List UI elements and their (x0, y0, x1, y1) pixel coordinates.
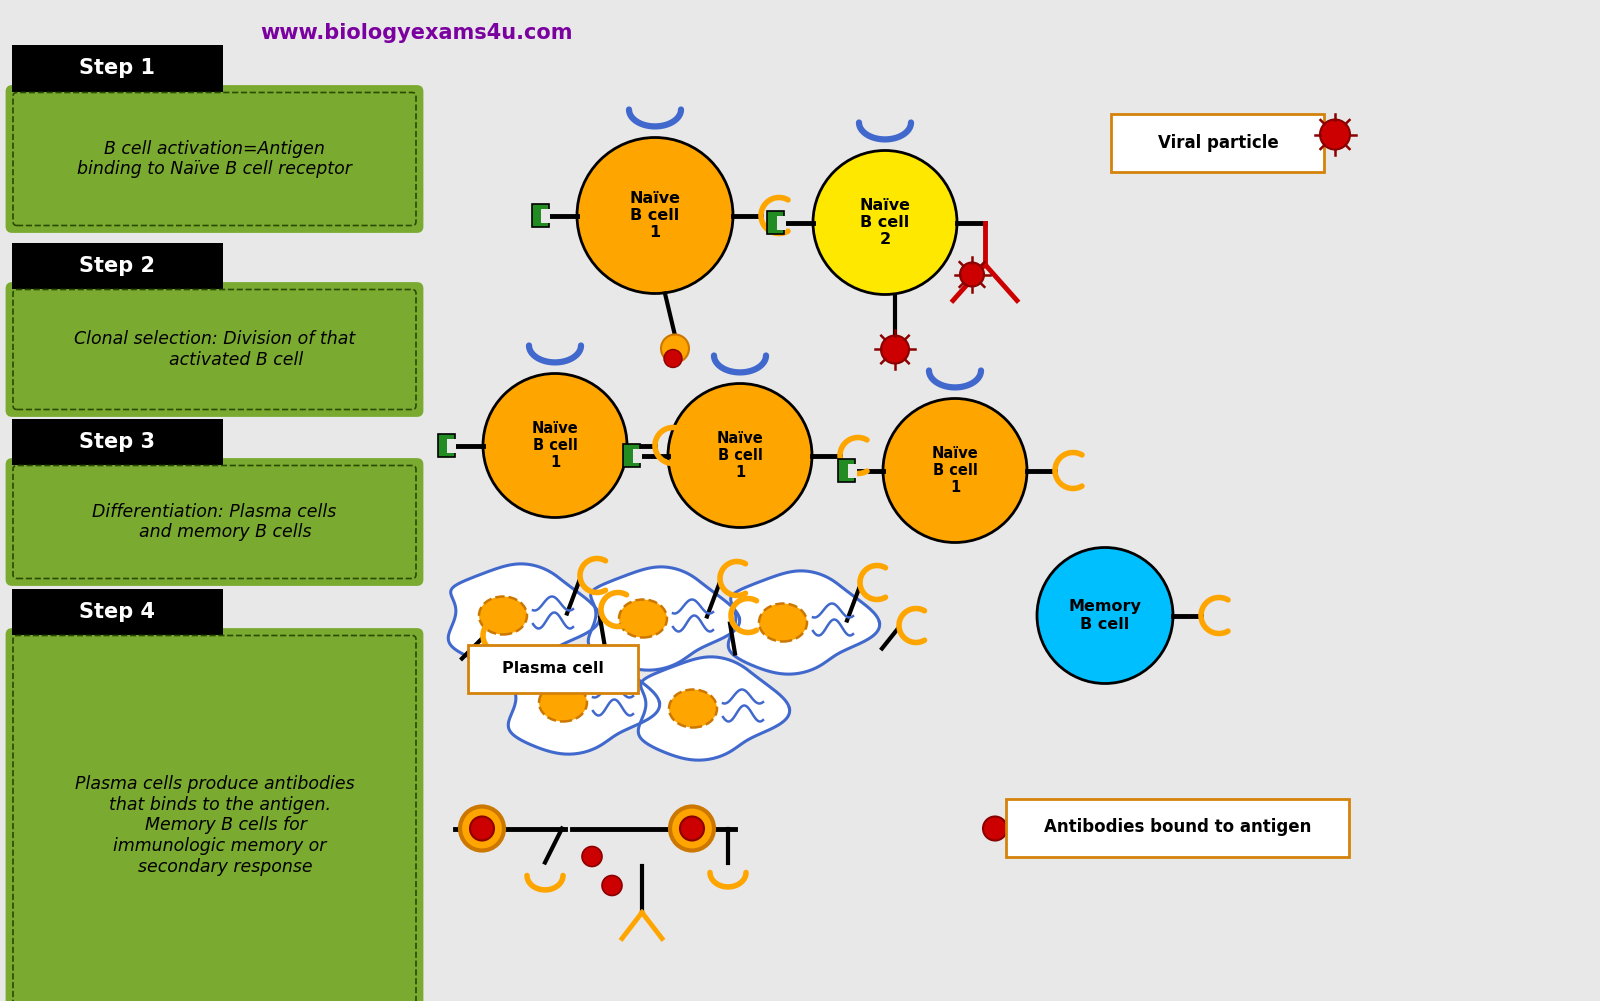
Circle shape (669, 383, 813, 528)
Circle shape (578, 137, 733, 293)
Ellipse shape (478, 597, 526, 635)
Text: Memory
B cell: Memory B cell (1069, 600, 1141, 632)
Circle shape (602, 876, 622, 896)
FancyBboxPatch shape (837, 459, 854, 482)
Text: www.biologyexams4u.com: www.biologyexams4u.com (259, 22, 573, 42)
Text: Clonal selection: Division of that
        activated B cell: Clonal selection: Division of that activ… (74, 330, 355, 369)
Text: Naïve
B cell
1: Naïve B cell 1 (717, 430, 763, 480)
Ellipse shape (758, 604, 806, 642)
Text: Step 3: Step 3 (80, 431, 155, 451)
FancyBboxPatch shape (467, 645, 638, 693)
Ellipse shape (619, 600, 667, 638)
FancyBboxPatch shape (6, 283, 422, 415)
Text: Plasma cells produce antibodies
  that binds to the antigen.
    Memory B cells : Plasma cells produce antibodies that bin… (75, 775, 354, 876)
FancyBboxPatch shape (531, 204, 549, 227)
Circle shape (664, 349, 682, 367)
Text: Step 2: Step 2 (80, 255, 155, 275)
Polygon shape (448, 564, 600, 667)
Polygon shape (589, 567, 739, 670)
FancyBboxPatch shape (6, 630, 422, 1001)
Text: Naïve
B cell
2: Naïve B cell 2 (859, 197, 910, 247)
Circle shape (882, 335, 909, 363)
FancyBboxPatch shape (13, 589, 222, 635)
FancyBboxPatch shape (6, 86, 422, 231)
Circle shape (680, 817, 704, 841)
FancyBboxPatch shape (768, 211, 784, 234)
Circle shape (461, 807, 504, 851)
FancyBboxPatch shape (13, 418, 222, 464)
Text: Naïve
B cell
1: Naïve B cell 1 (629, 190, 680, 240)
Circle shape (813, 150, 957, 294)
Circle shape (960, 262, 984, 286)
FancyBboxPatch shape (622, 444, 640, 467)
Circle shape (1320, 119, 1350, 149)
Circle shape (483, 373, 627, 518)
FancyBboxPatch shape (1110, 114, 1325, 172)
Circle shape (470, 817, 494, 841)
FancyBboxPatch shape (778, 215, 787, 229)
FancyBboxPatch shape (848, 463, 856, 477)
Circle shape (582, 847, 602, 867)
Text: Step 1: Step 1 (80, 58, 155, 78)
Ellipse shape (539, 684, 587, 722)
FancyBboxPatch shape (6, 459, 422, 585)
Circle shape (661, 334, 690, 362)
FancyBboxPatch shape (13, 242, 222, 288)
FancyBboxPatch shape (13, 45, 222, 91)
Text: Viral particle: Viral particle (1158, 134, 1278, 152)
Circle shape (1037, 548, 1173, 684)
FancyBboxPatch shape (1006, 799, 1349, 857)
Text: B cell activation=Antigen
binding to Naïve B cell receptor: B cell activation=Antigen binding to Naï… (77, 139, 352, 178)
Text: Naïve
B cell
1: Naïve B cell 1 (931, 445, 978, 495)
Circle shape (883, 398, 1027, 543)
FancyBboxPatch shape (437, 434, 454, 457)
Circle shape (670, 807, 714, 851)
Polygon shape (509, 651, 659, 754)
Text: Step 4: Step 4 (80, 602, 155, 622)
Text: Differentiation: Plasma cells
    and memory B cells: Differentiation: Plasma cells and memory… (93, 503, 336, 542)
FancyBboxPatch shape (632, 448, 642, 462)
FancyBboxPatch shape (448, 438, 456, 452)
Text: Naïve
B cell
1: Naïve B cell 1 (531, 420, 578, 470)
Text: Plasma cell: Plasma cell (502, 661, 603, 676)
Polygon shape (638, 657, 790, 760)
FancyBboxPatch shape (541, 208, 550, 222)
Ellipse shape (669, 690, 717, 728)
Circle shape (982, 817, 1006, 841)
Text: Antibodies bound to antigen: Antibodies bound to antigen (1045, 819, 1312, 837)
Polygon shape (728, 571, 880, 674)
